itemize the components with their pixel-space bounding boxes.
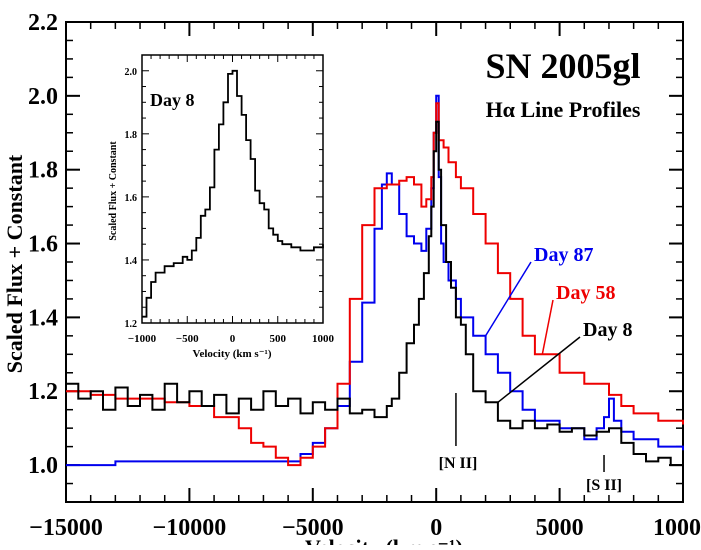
inset-y-tick-label: 1.4	[125, 256, 138, 267]
inset-y-tick-label: 1.6	[125, 193, 138, 204]
series-label-day-87: Day 87	[534, 244, 593, 266]
x-tick-label: 10000	[653, 515, 701, 541]
y-tick-label: 1.6	[28, 232, 58, 258]
series-line-day-58	[66, 102, 684, 467]
main-axes: −15000−10000−500005000100001.01.21.41.61…	[28, 10, 701, 541]
inset-y-tick-label: 1.2	[125, 319, 138, 330]
chart-subtitle: Hα Line Profiles	[486, 97, 641, 122]
marker-label-n-ii: [N II]	[439, 455, 478, 472]
marker-label-s-ii: [S II]	[586, 477, 622, 494]
y-tick-label: 2.2	[28, 10, 58, 36]
inset-x-tick-label: −1000	[128, 333, 157, 345]
y-tick-label: 1.0	[28, 453, 58, 479]
y-tick-label: 1.2	[28, 379, 58, 405]
x-tick-label: 0	[430, 515, 442, 541]
x-tick-label: −10000	[153, 515, 227, 541]
x-tick-label: −5000	[282, 515, 344, 541]
inset-x-tick-label: −500	[176, 333, 199, 345]
annotations: SN 2005gl Hα Line Profiles Scaled Flux +…	[2, 46, 641, 550]
main-series	[66, 94, 684, 467]
leader-line-day-8	[497, 336, 581, 403]
series-label-day-58: Day 58	[556, 282, 615, 304]
y-axis-label: Scaled Flux + Constant	[2, 154, 27, 373]
series-label-day-8: Day 8	[583, 319, 632, 341]
x-tick-label: −15000	[29, 515, 103, 541]
y-tick-label: 1.8	[28, 158, 58, 184]
leader-line-day-87	[484, 261, 532, 337]
inset-annotations: Day 8 Velocity (km s⁻¹) Scaled Flux + Co…	[108, 90, 272, 360]
inset-x-tick-label: 500	[270, 333, 287, 345]
inset-x-tick-label: 1000	[312, 333, 335, 345]
y-tick-label: 1.4	[28, 305, 58, 331]
series-line-day-8	[66, 120, 684, 467]
inset-series-line-day-8	[142, 69, 324, 318]
x-tick-label: 5000	[536, 515, 584, 541]
inset-x-tick-label: 0	[230, 333, 236, 345]
inset-x-axis-label: Velocity (km s⁻¹)	[193, 348, 272, 360]
y-tick-label: 2.0	[28, 84, 58, 110]
inset-axes: −1000 −500 0 500 1000 1.2 1.4 1.6 1.8 2.0	[125, 54, 335, 345]
inset-background	[141, 54, 324, 324]
leader-line-day-58	[541, 299, 554, 355]
chart-title: SN 2005gl	[485, 46, 640, 86]
inset-y-axis-label: Scaled Flux + Constant	[108, 141, 119, 241]
inset-y-tick-label: 1.8	[125, 130, 138, 141]
inset-y-tick-label: 2.0	[125, 67, 138, 78]
x-axis-label: Velocity (km s⁻¹)	[305, 535, 463, 545]
inset-label: Day 8	[150, 90, 195, 110]
